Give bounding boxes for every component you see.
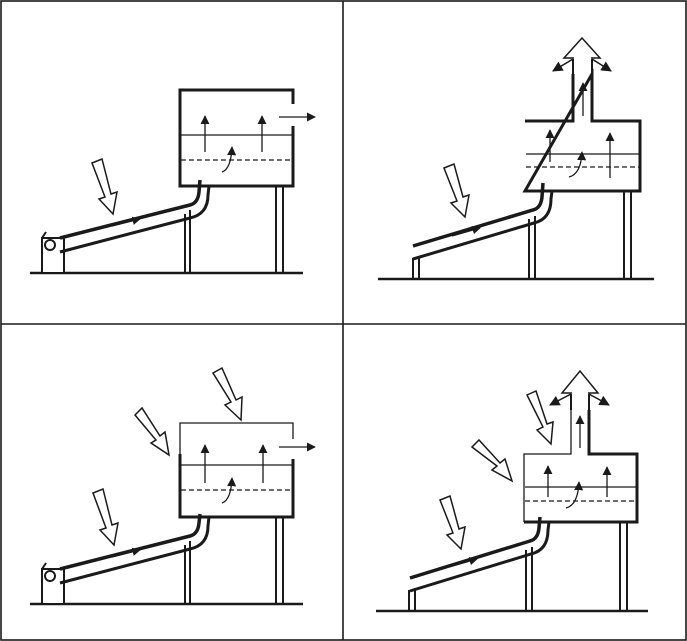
support-legs: [184, 186, 284, 273]
spreading-outlet-arrows: [549, 369, 610, 410]
solar-ray-arrow: [443, 162, 470, 219]
upward-vapor-arrows: [200, 444, 268, 504]
pump-icon: [41, 562, 65, 605]
upward-vapor-arrows: [543, 465, 612, 509]
upward-vapor-arrows: [545, 129, 615, 178]
sloped-collector-pipe: [59, 179, 211, 254]
panel-bottom-left: [30, 366, 316, 606]
support-legs: [528, 191, 632, 279]
panel-bottom-right: [376, 369, 648, 613]
solar-ray-arrow: [439, 494, 466, 551]
sloped-collector-pipe: [412, 182, 554, 279]
solar-ray-arrow: [92, 487, 119, 547]
chamber-ray-arrows: [133, 366, 243, 457]
sloped-collector-pipe: [59, 513, 211, 585]
chamber-ray-arrows: [470, 389, 554, 483]
pump-icon: [41, 231, 65, 274]
sloped-collector-pipe: [408, 516, 551, 611]
upward-vapor-arrows: [200, 115, 267, 173]
spreading-outlet-arrows: [552, 36, 612, 74]
chamber-thin-top: [178, 422, 295, 519]
panel-top-right: [378, 36, 654, 281]
chamber: [178, 88, 295, 188]
panel-top-left: [30, 88, 316, 275]
support-legs: [525, 522, 628, 611]
solar-ray-arrow: [91, 157, 118, 216]
support-legs: [184, 517, 284, 604]
